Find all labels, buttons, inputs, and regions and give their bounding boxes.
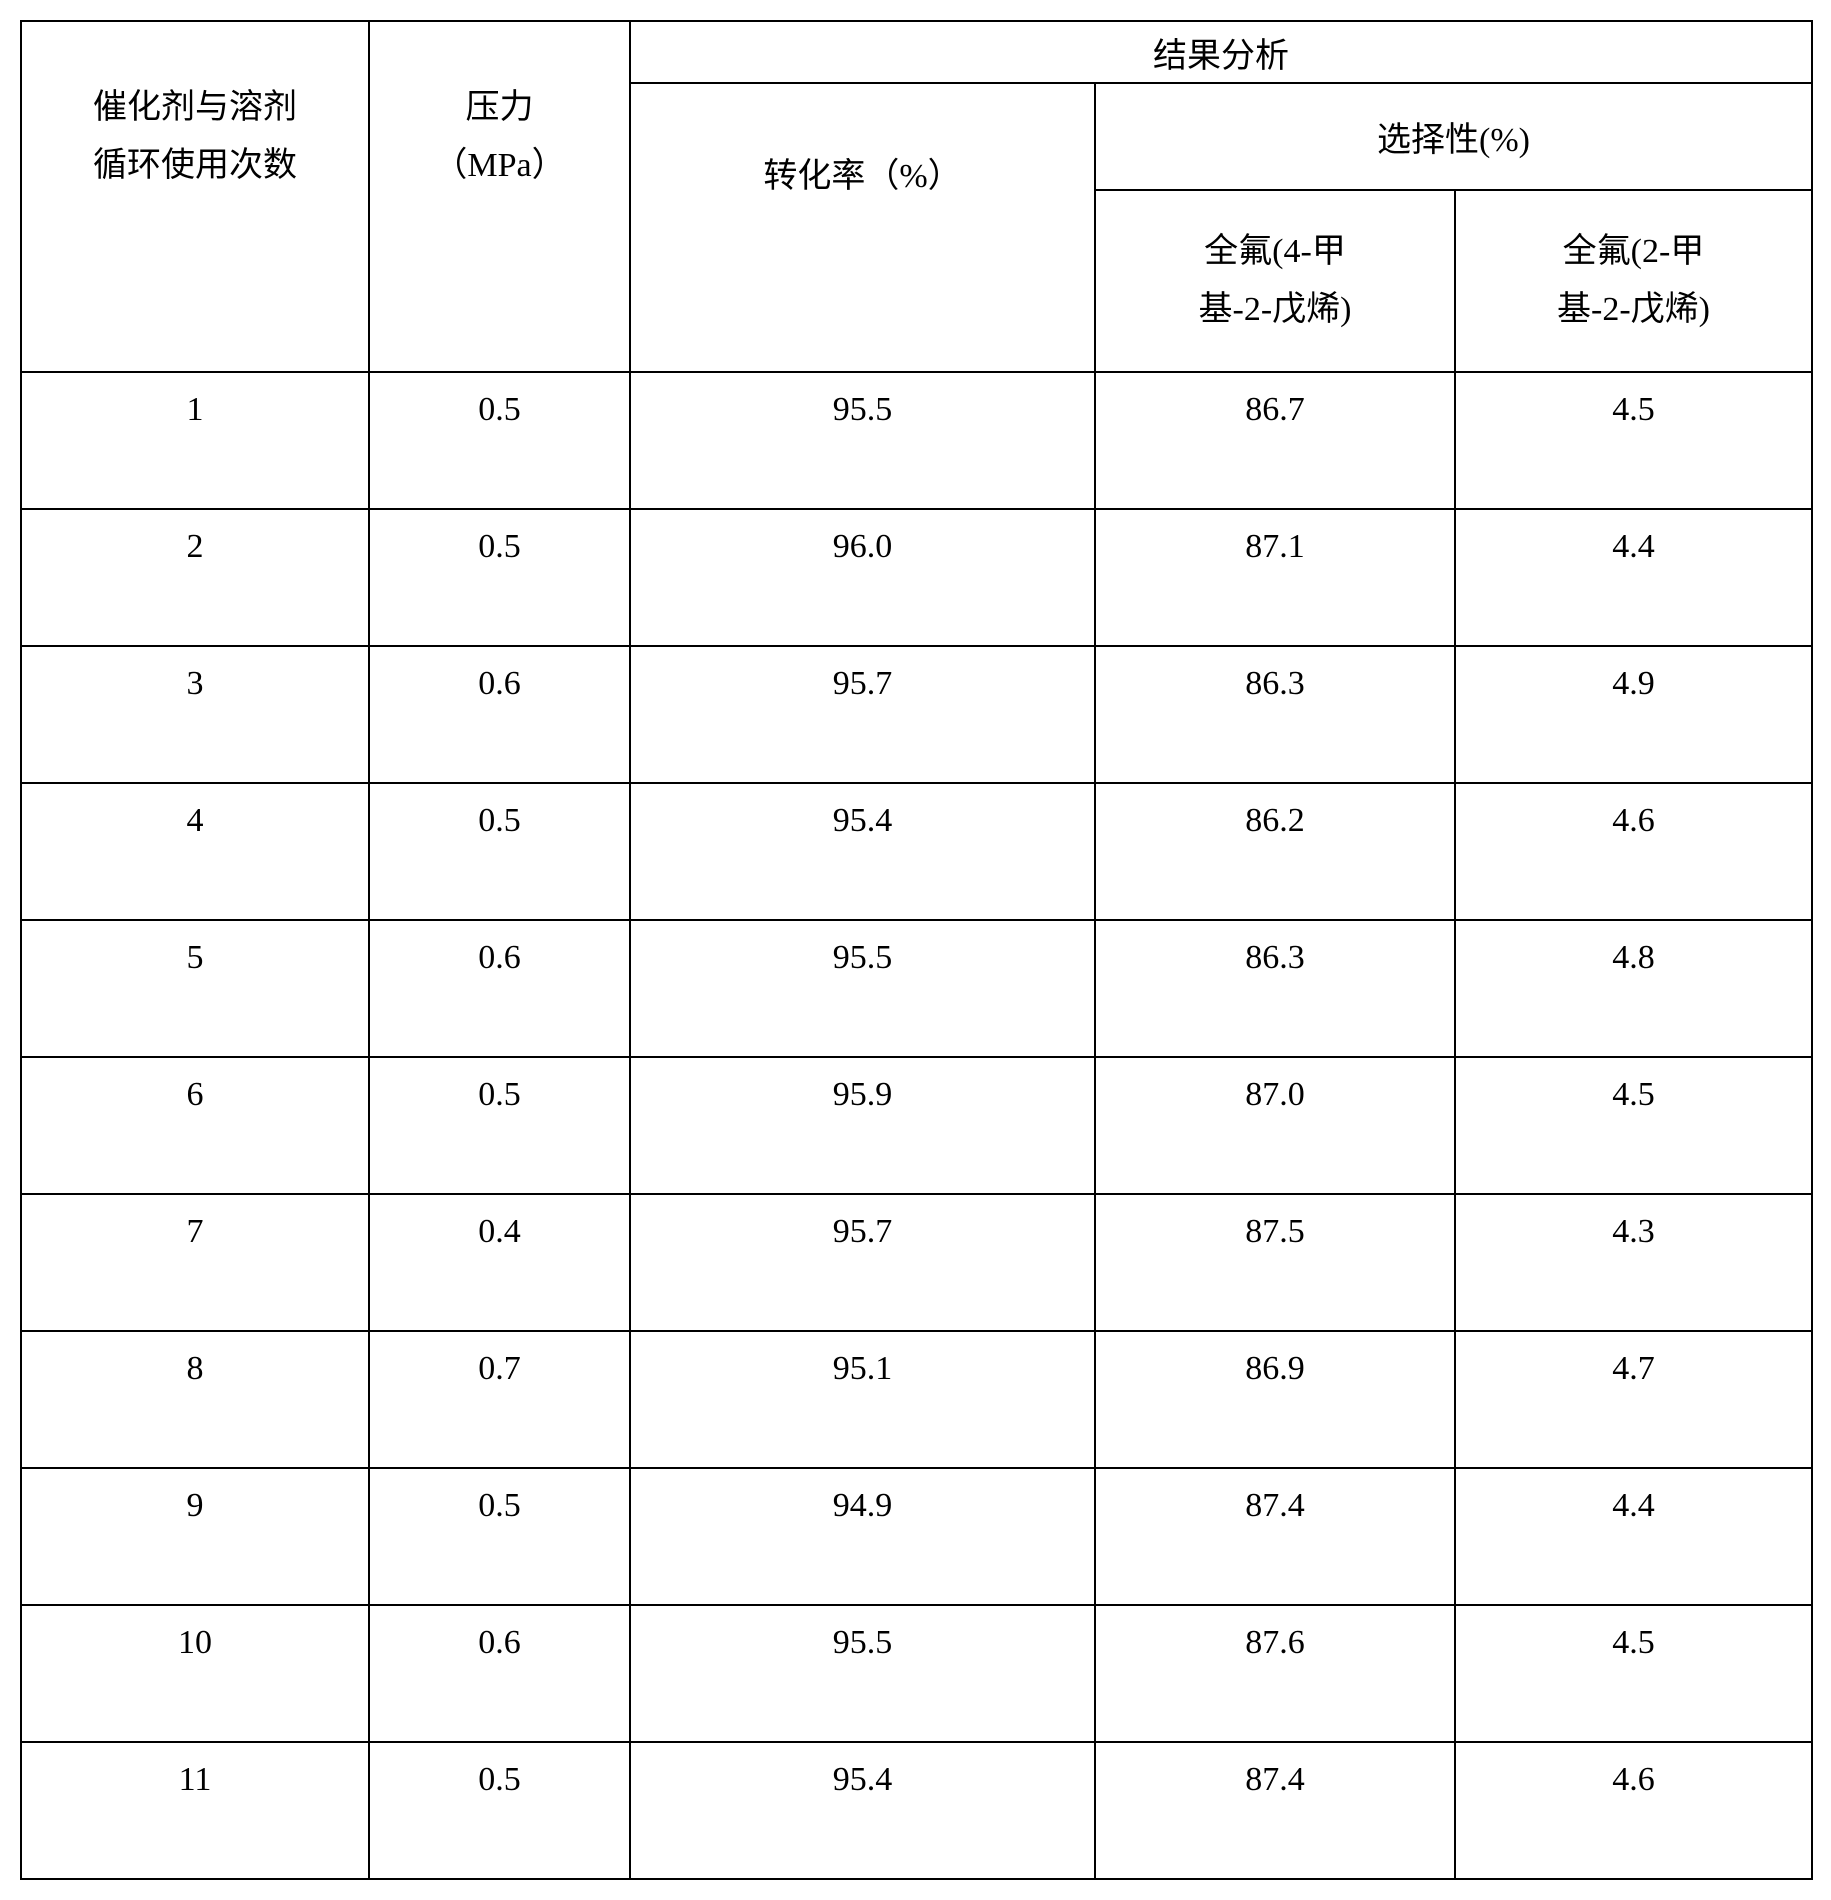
cell-cycle: 7 (21, 1194, 369, 1331)
cell-sel1: 87.0 (1095, 1057, 1455, 1194)
table-row: 90.594.987.44.4 (21, 1468, 1812, 1605)
cell-sel1: 87.6 (1095, 1605, 1455, 1742)
data-table: 催化剂与溶剂 循环使用次数 压力 （MPa） 结果分析 转化率（%） 选择性(%… (20, 20, 1813, 1880)
header-pressure-line1: 压力 (466, 89, 534, 126)
header-sel2-line1: 全氟(2-甲 (1563, 233, 1705, 270)
cell-conversion: 95.5 (630, 920, 1095, 1057)
cell-pressure: 0.6 (369, 646, 630, 783)
header-sel1: 全氟(4-甲 基-2-戊烯) (1095, 190, 1455, 372)
cell-pressure: 0.4 (369, 1194, 630, 1331)
header-cycle-line2: 循环使用次数 (93, 147, 297, 184)
cell-conversion: 95.7 (630, 646, 1095, 783)
cell-cycle: 9 (21, 1468, 369, 1605)
cell-pressure: 0.6 (369, 920, 630, 1057)
cell-cycle: 8 (21, 1331, 369, 1468)
cell-sel1: 86.3 (1095, 920, 1455, 1057)
header-selectivity: 选择性(%) (1095, 83, 1812, 190)
table-row: 60.595.987.04.5 (21, 1057, 1812, 1194)
cell-conversion: 95.5 (630, 372, 1095, 509)
table-row: 10.595.586.74.5 (21, 372, 1812, 509)
cell-sel2: 4.8 (1455, 920, 1812, 1057)
header-sel2: 全氟(2-甲 基-2-戊烯) (1455, 190, 1812, 372)
header-sel1-line1: 全氟(4-甲 (1204, 233, 1346, 270)
cell-sel2: 4.5 (1455, 1605, 1812, 1742)
cell-sel2: 4.3 (1455, 1194, 1812, 1331)
table-header: 催化剂与溶剂 循环使用次数 压力 （MPa） 结果分析 转化率（%） 选择性(%… (21, 21, 1812, 372)
cell-cycle: 3 (21, 646, 369, 783)
cell-sel1: 87.4 (1095, 1742, 1455, 1879)
cell-pressure: 0.5 (369, 1057, 630, 1194)
cell-sel2: 4.4 (1455, 509, 1812, 646)
table-row: 70.495.787.54.3 (21, 1194, 1812, 1331)
cell-sel2: 4.4 (1455, 1468, 1812, 1605)
cell-pressure: 0.5 (369, 783, 630, 920)
cell-sel2: 4.9 (1455, 646, 1812, 783)
cell-sel1: 87.4 (1095, 1468, 1455, 1605)
cell-conversion: 95.7 (630, 1194, 1095, 1331)
header-cycle-line1: 催化剂与溶剂 (93, 89, 297, 126)
cell-conversion: 95.4 (630, 783, 1095, 920)
cell-conversion: 94.9 (630, 1468, 1095, 1605)
cell-cycle: 10 (21, 1605, 369, 1742)
cell-conversion: 95.4 (630, 1742, 1095, 1879)
cell-pressure: 0.5 (369, 1742, 630, 1879)
table-row: 80.795.186.94.7 (21, 1331, 1812, 1468)
cell-pressure: 0.5 (369, 1468, 630, 1605)
cell-conversion: 95.1 (630, 1331, 1095, 1468)
cell-conversion: 95.9 (630, 1057, 1095, 1194)
header-conversion: 转化率（%） (630, 83, 1095, 372)
cell-conversion: 95.5 (630, 1605, 1095, 1742)
cell-sel1: 87.1 (1095, 509, 1455, 646)
cell-sel2: 4.5 (1455, 372, 1812, 509)
cell-sel1: 87.5 (1095, 1194, 1455, 1331)
cell-cycle: 4 (21, 783, 369, 920)
header-cycle: 催化剂与溶剂 循环使用次数 (21, 21, 369, 372)
cell-sel1: 86.3 (1095, 646, 1455, 783)
cell-cycle: 2 (21, 509, 369, 646)
cell-pressure: 0.5 (369, 509, 630, 646)
cell-sel2: 4.6 (1455, 1742, 1812, 1879)
table-body: 10.595.586.74.520.596.087.14.430.695.786… (21, 372, 1812, 1879)
cell-cycle: 11 (21, 1742, 369, 1879)
table-row: 100.695.587.64.5 (21, 1605, 1812, 1742)
cell-cycle: 5 (21, 920, 369, 1057)
cell-sel1: 86.9 (1095, 1331, 1455, 1468)
cell-cycle: 1 (21, 372, 369, 509)
cell-cycle: 6 (21, 1057, 369, 1194)
cell-sel1: 86.2 (1095, 783, 1455, 920)
table-row: 30.695.786.34.9 (21, 646, 1812, 783)
header-pressure-line2: （MPa） (433, 147, 565, 184)
cell-pressure: 0.7 (369, 1331, 630, 1468)
cell-pressure: 0.6 (369, 1605, 630, 1742)
cell-sel2: 4.6 (1455, 783, 1812, 920)
cell-pressure: 0.5 (369, 372, 630, 509)
table-row: 20.596.087.14.4 (21, 509, 1812, 646)
cell-conversion: 96.0 (630, 509, 1095, 646)
header-sel1-line2: 基-2-戊烯) (1199, 291, 1352, 328)
cell-sel2: 4.7 (1455, 1331, 1812, 1468)
table-row: 40.595.486.24.6 (21, 783, 1812, 920)
header-sel2-line2: 基-2-戊烯) (1557, 291, 1710, 328)
table-row: 50.695.586.34.8 (21, 920, 1812, 1057)
cell-sel2: 4.5 (1455, 1057, 1812, 1194)
cell-sel1: 86.7 (1095, 372, 1455, 509)
table-row: 110.595.487.44.6 (21, 1742, 1812, 1879)
header-result-analysis: 结果分析 (630, 21, 1812, 83)
header-pressure: 压力 （MPa） (369, 21, 630, 372)
